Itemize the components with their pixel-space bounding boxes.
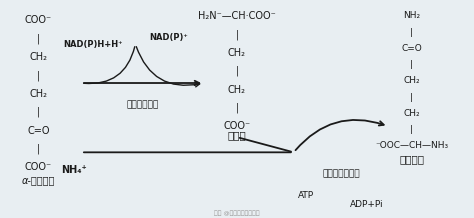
Text: CH₂: CH₂ (403, 109, 420, 118)
Text: |: | (410, 28, 413, 37)
FancyArrowPatch shape (137, 47, 200, 87)
FancyArrowPatch shape (295, 120, 383, 150)
Text: |: | (37, 107, 40, 118)
Text: COO⁻: COO⁻ (25, 15, 52, 25)
Text: ⁻OOC—CH—NH₃: ⁻OOC—CH—NH₃ (375, 141, 448, 150)
Text: |: | (37, 70, 40, 81)
Text: C=O: C=O (27, 126, 50, 136)
Text: |: | (37, 144, 40, 154)
Text: ATP: ATP (298, 191, 314, 200)
Text: COO⁻: COO⁻ (25, 162, 52, 172)
Text: 谷氨酸: 谷氨酸 (228, 130, 246, 140)
Text: NAD(P)⁺: NAD(P)⁺ (149, 33, 188, 42)
Text: |: | (236, 29, 238, 39)
Text: NH₄⁺: NH₄⁺ (61, 165, 87, 175)
Text: ADP+Pi: ADP+Pi (350, 200, 384, 209)
Text: 谷氨酸脱氨酶: 谷氨酸脱氨酶 (127, 100, 159, 109)
Text: |: | (410, 60, 413, 69)
Text: |: | (236, 103, 238, 113)
Text: CH₂: CH₂ (228, 48, 246, 58)
Text: 谷氨酰胺合成酶: 谷氨酰胺合成酶 (322, 169, 360, 179)
Text: |: | (236, 66, 238, 76)
FancyArrowPatch shape (84, 81, 199, 85)
Text: CH₂: CH₂ (29, 89, 47, 99)
Text: α-黮戊二酸: α-黮戊二酸 (22, 175, 55, 186)
Text: NH₂: NH₂ (403, 11, 420, 20)
Text: |: | (410, 93, 413, 102)
Text: |: | (37, 33, 40, 44)
FancyArrowPatch shape (240, 138, 291, 152)
Text: |: | (410, 125, 413, 134)
FancyArrowPatch shape (84, 47, 135, 83)
Text: C=O: C=O (401, 44, 422, 53)
Text: H₂N⁻—CH·COO⁻: H₂N⁻—CH·COO⁻ (198, 11, 276, 21)
Text: 谷氨酰胺: 谷氨酰胺 (400, 154, 424, 164)
Text: CH₂: CH₂ (403, 76, 420, 85)
Text: NAD(P)H+H⁺: NAD(P)H+H⁺ (63, 39, 123, 49)
Text: 知乎 @苏大强基清课讲师: 知乎 @苏大强基清课讲师 (214, 210, 260, 216)
Text: CH₂: CH₂ (228, 85, 246, 95)
Text: COO⁻: COO⁻ (223, 121, 251, 131)
Text: CH₂: CH₂ (29, 52, 47, 62)
